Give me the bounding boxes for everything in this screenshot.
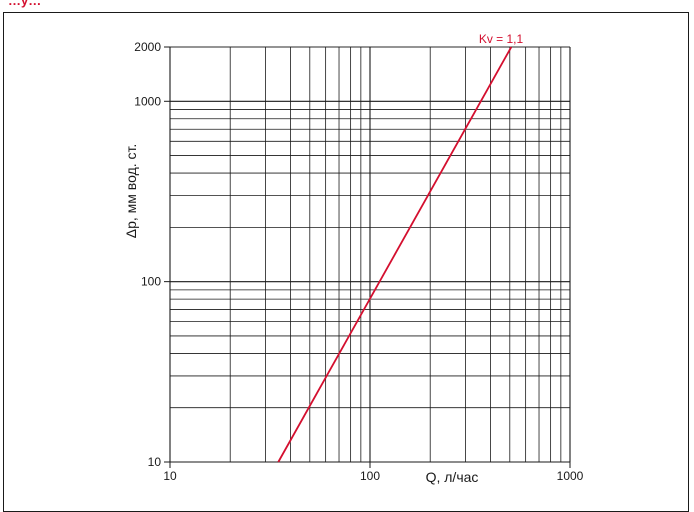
- x-tick-label-10: 10: [163, 469, 177, 483]
- x-tick-label-1000: 1000: [557, 469, 584, 483]
- y-tick-label-1000: 1000: [134, 94, 161, 108]
- y-tick-label-100: 100: [141, 275, 161, 289]
- series-line-0: [277, 46, 513, 463]
- series-label-kv: Kv = 1,1: [479, 32, 524, 46]
- y-tick-label-2000: 2000: [134, 40, 161, 54]
- x-tick-label-100: 100: [360, 469, 380, 483]
- y-axis-label: Δp, мм вод. ст.: [123, 144, 139, 239]
- x-axis-label: Q, л/час: [426, 469, 479, 485]
- section-heading-fragment: …у…: [8, 0, 42, 8]
- chart-frame: 10 100 1000 2000 10 100 1000 Q, л/час Δp, мм в…: [3, 12, 689, 512]
- y-tick-label-10: 10: [148, 455, 162, 469]
- page-header: …у…: [0, 0, 694, 12]
- series-lines: [277, 46, 513, 463]
- pressure-drop-chart: 10 100 1000 2000 10 100 1000 Q, л/час Δp, мм в…: [123, 32, 584, 485]
- tick-labels: 10 100 1000 2000 10 100 1000: [134, 40, 583, 483]
- grid-lines: [169, 46, 571, 463]
